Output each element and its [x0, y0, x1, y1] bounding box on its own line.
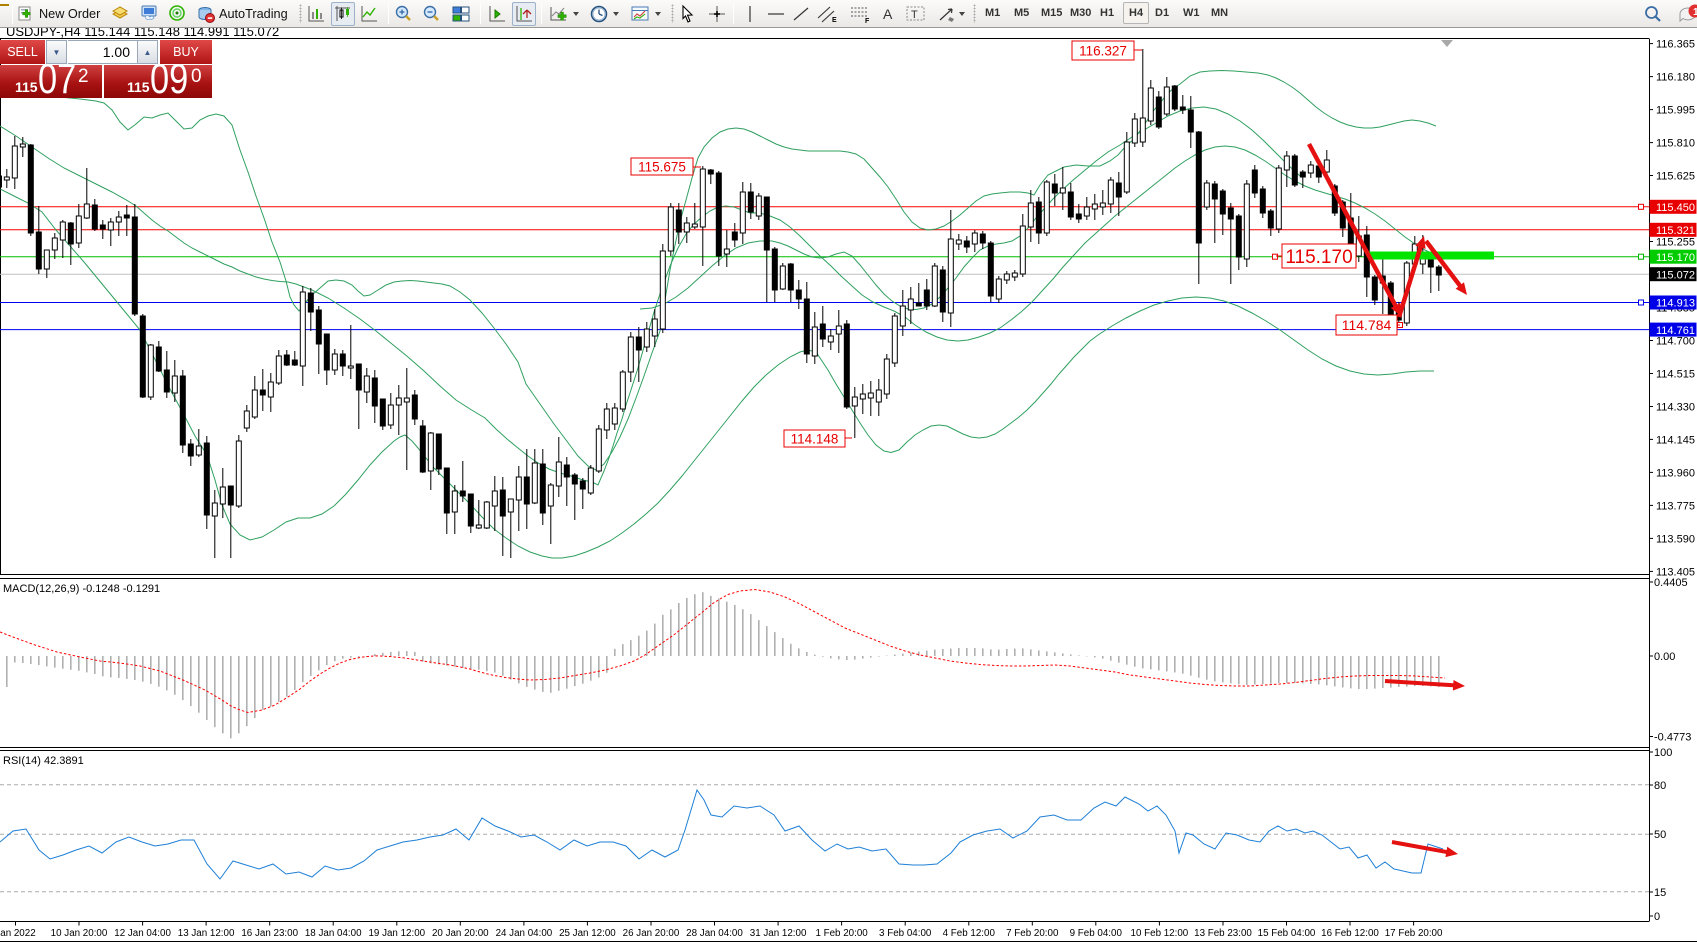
svg-text:A: A — [883, 6, 893, 22]
svg-text:16 Feb 12:00: 16 Feb 12:00 — [1321, 928, 1379, 939]
svg-text:17 Feb 20:00: 17 Feb 20:00 — [1385, 928, 1443, 939]
svg-text:115.255: 115.255 — [1656, 237, 1695, 249]
svg-text:T: T — [911, 9, 918, 21]
svg-text:26 Jan 20:00: 26 Jan 20:00 — [623, 928, 680, 939]
svg-text:114.148: 114.148 — [791, 431, 839, 446]
svg-text:24 Jan 04:00: 24 Jan 04:00 — [496, 928, 553, 939]
svg-text:113.590: 113.590 — [1656, 533, 1695, 545]
svg-text:13 Jan 12:00: 13 Jan 12:00 — [178, 928, 235, 939]
svg-text:25 Jan 12:00: 25 Jan 12:00 — [559, 928, 616, 939]
svg-text:Jan 2022: Jan 2022 — [0, 928, 36, 939]
svg-text:18 Jan 04:00: 18 Jan 04:00 — [305, 928, 362, 939]
svg-text:114.784: 114.784 — [1342, 317, 1392, 333]
svg-text:116.327: 116.327 — [1079, 43, 1127, 58]
svg-text:113.775: 113.775 — [1656, 500, 1695, 512]
svg-text:3 Feb 04:00: 3 Feb 04:00 — [879, 928, 932, 939]
svg-text:114.700: 114.700 — [1656, 336, 1695, 348]
svg-text:15 Feb 04:00: 15 Feb 04:00 — [1258, 928, 1316, 939]
svg-text:16 Jan 23:00: 16 Jan 23:00 — [241, 928, 298, 939]
svg-text:9 Feb 04:00: 9 Feb 04:00 — [1070, 928, 1123, 939]
svg-text:0: 0 — [1654, 911, 1660, 923]
svg-text:MACD(12,26,9) -0.1248 -0.1291: MACD(12,26,9) -0.1248 -0.1291 — [3, 583, 160, 595]
svg-text:115.810: 115.810 — [1656, 138, 1695, 150]
svg-text:50: 50 — [1654, 829, 1666, 841]
svg-text:115.625: 115.625 — [1656, 171, 1695, 183]
svg-text:4 Feb 12:00: 4 Feb 12:00 — [943, 928, 996, 939]
svg-text:1 Feb 20:00: 1 Feb 20:00 — [815, 928, 868, 939]
svg-text:114.515: 114.515 — [1656, 369, 1695, 381]
svg-text:RSI(14) 42.3891: RSI(14) 42.3891 — [3, 755, 84, 767]
svg-text:100: 100 — [1654, 747, 1672, 759]
svg-text:15: 15 — [1654, 887, 1666, 899]
svg-text:-0.4773: -0.4773 — [1654, 732, 1691, 744]
svg-text:114.145: 114.145 — [1656, 434, 1695, 446]
svg-text:115.072: 115.072 — [1656, 269, 1695, 281]
svg-text:10 Feb 12:00: 10 Feb 12:00 — [1131, 928, 1189, 939]
svg-text:113.960: 113.960 — [1656, 467, 1695, 479]
svg-text:12 Jan 04:00: 12 Jan 04:00 — [114, 928, 171, 939]
svg-text:114.761: 114.761 — [1656, 325, 1695, 337]
svg-text:115.450: 115.450 — [1656, 202, 1695, 214]
svg-text:116.180: 116.180 — [1656, 72, 1695, 84]
svg-text:20 Jan 20:00: 20 Jan 20:00 — [432, 928, 489, 939]
svg-text:115.170: 115.170 — [1285, 247, 1352, 268]
svg-text:114.913: 114.913 — [1656, 298, 1695, 310]
svg-text:116.365: 116.365 — [1656, 39, 1695, 51]
svg-text:28 Jan 04:00: 28 Jan 04:00 — [686, 928, 743, 939]
svg-text:19 Jan 12:00: 19 Jan 12:00 — [368, 928, 425, 939]
svg-text:114.330: 114.330 — [1656, 402, 1695, 414]
svg-text:115.675: 115.675 — [638, 159, 686, 174]
svg-text:31 Jan 12:00: 31 Jan 12:00 — [750, 928, 807, 939]
svg-text:13 Feb 23:00: 13 Feb 23:00 — [1194, 928, 1252, 939]
svg-text:80: 80 — [1654, 780, 1666, 792]
svg-text:E: E — [832, 17, 837, 24]
svg-text:0.00: 0.00 — [1654, 651, 1675, 663]
svg-text:10 Jan 20:00: 10 Jan 20:00 — [51, 928, 108, 939]
svg-text:0.4405: 0.4405 — [1654, 577, 1688, 589]
svg-text:115.321: 115.321 — [1656, 225, 1695, 237]
svg-text:1: 1 — [1693, 7, 1697, 18]
svg-text:115.170: 115.170 — [1656, 252, 1695, 264]
svg-text:F: F — [865, 18, 870, 24]
svg-text:113.405: 113.405 — [1656, 566, 1695, 578]
svg-text:7 Feb 20:00: 7 Feb 20:00 — [1006, 928, 1059, 939]
svg-text:115.995: 115.995 — [1656, 105, 1695, 117]
